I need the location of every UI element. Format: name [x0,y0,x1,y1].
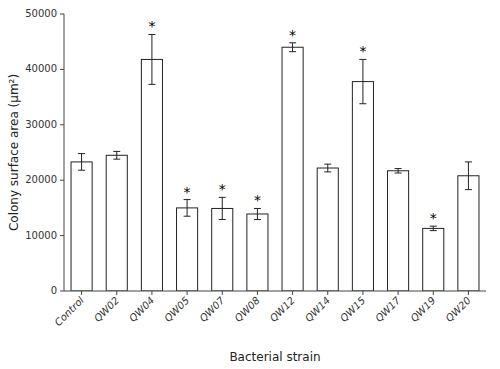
significance-mark: * [254,192,261,208]
significance-mark: * [184,184,191,200]
x-axis-line [64,291,486,292]
x-tick-label: QW12 [268,295,297,324]
bar [212,208,233,291]
x-tick-label: QW05 [162,295,191,324]
x-tick-label: QW17 [373,294,403,324]
plot-area [71,34,479,291]
error-bar [430,226,437,230]
bar [458,176,479,291]
x-tick-label: QW08 [232,295,261,324]
y-tick-label: 50000 [25,8,57,19]
y-axis-line [64,14,65,291]
x-tick [468,291,469,295]
x-tick-label: Control [52,294,86,328]
y-tick-label: 0 [51,285,57,296]
error-bar [289,43,296,52]
x-tick-label: QW07 [197,294,227,324]
x-tick [433,291,434,295]
bar [352,82,373,291]
x-tick-label: QW04 [127,295,156,324]
x-tick [398,291,399,295]
significance-mark: * [148,18,155,34]
error-bar [395,169,402,173]
bar [177,208,198,291]
x-tick [116,291,117,295]
significance-mark: * [219,181,226,197]
significance-mark: * [289,27,296,43]
error-bar [254,208,261,219]
x-tick-label: QW15 [338,295,367,324]
error-bar [78,154,85,171]
y-tick-label: 10000 [25,230,57,241]
error-bar [184,200,191,217]
y-tick [60,69,64,70]
x-tick [362,291,363,295]
bar [247,214,268,291]
error-bar [219,197,226,219]
significance-mark: * [430,210,437,226]
error-bar [324,164,331,172]
x-tick-label: QW19 [408,295,437,324]
x-tick [81,291,82,295]
x-tick [187,291,188,295]
y-axis-label: Colony surface area (μm²) [7,74,21,231]
x-tick-label: QW02 [92,295,121,324]
bar [106,155,127,291]
bar [317,168,338,291]
y-tick [60,291,64,292]
y-tick-label: 40000 [25,63,57,74]
x-tick [222,291,223,295]
bar [141,59,162,291]
y-tick [60,124,64,125]
x-tick [292,291,293,295]
error-bar [465,162,472,190]
chart-container: * * * * * * * 0 10000 20000 30000 40000 50000 Control… [0,0,500,369]
y-tick [60,235,64,236]
y-tick-label: 20000 [25,174,57,185]
y-tick [60,180,64,181]
significance-mark: * [359,43,366,59]
error-bar [359,59,366,103]
y-tick-label: 30000 [25,119,57,130]
bar [388,171,409,291]
bar [423,228,444,291]
error-bar [148,34,155,84]
x-tick-label: QW20 [443,295,472,324]
bar [71,162,92,291]
x-tick [327,291,328,295]
x-tick-label: QW14 [303,295,332,324]
bar [282,47,303,291]
x-tick [151,291,152,295]
x-tick [257,291,258,295]
error-bar [113,151,120,159]
x-axis-label: Bacterial strain [229,350,320,364]
y-tick [60,14,64,15]
chart: * * * * * * * 0 10000 20000 30000 40000 50000 Control… [0,0,500,369]
